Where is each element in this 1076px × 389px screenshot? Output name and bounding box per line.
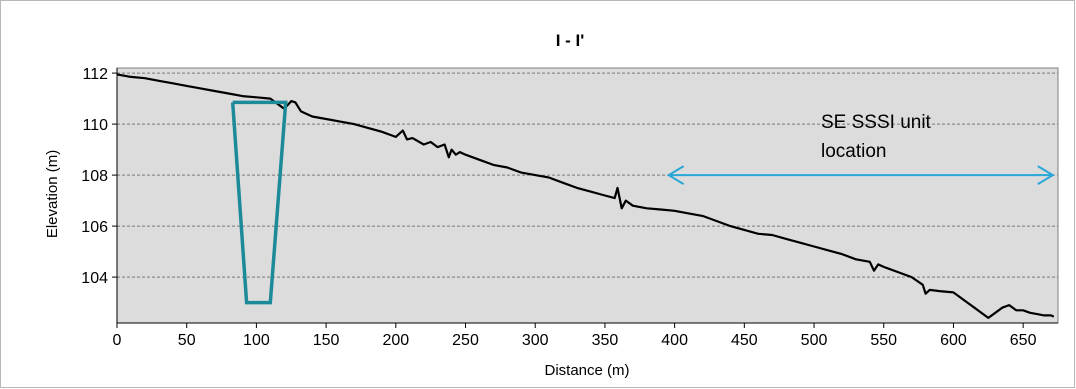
series-layer <box>116 73 1055 319</box>
x-tick-label: 600 <box>940 332 967 349</box>
x-tick-label: 500 <box>801 332 828 349</box>
arrow-head-right <box>1037 165 1055 185</box>
axes <box>116 67 1059 324</box>
y-tick-label: 106 <box>81 219 108 236</box>
x-tick-label: 450 <box>731 332 758 349</box>
annotation-text: location <box>821 141 887 162</box>
chart-title: I - I' <box>556 31 585 50</box>
x-tick-label: 200 <box>382 332 409 349</box>
x-tick-label: 550 <box>870 332 897 349</box>
x-tick-label: 650 <box>1010 332 1037 349</box>
elevation-profile-line <box>116 73 1055 319</box>
trench-layer <box>230 100 288 305</box>
y-ticks: 104 106 108 110 112 <box>81 66 117 287</box>
x-axis-title: Distance (m) <box>544 362 629 379</box>
x-tick-label: 150 <box>313 332 340 349</box>
y-axis-title: Elevation (m) <box>44 150 61 238</box>
y-tick-label: 108 <box>81 168 108 185</box>
x-tick-label: 100 <box>243 332 270 349</box>
x-tick-label: 350 <box>592 332 619 349</box>
y-tick-label: 110 <box>82 117 108 134</box>
x-tick-label: 300 <box>522 332 549 349</box>
annotation-layer: SE SSSI unit location <box>666 112 1055 185</box>
y-tick-label: 104 <box>81 270 108 287</box>
annotation-text: SE SSSI unit <box>821 112 932 133</box>
x-tick-label: 400 <box>661 332 688 349</box>
x-ticks: 0 50 100 150 200 250 300 350 400 450 500 550 600 650 <box>113 323 1037 349</box>
x-tick-label: 0 <box>113 332 122 349</box>
plot-area <box>117 68 1058 323</box>
x-tick-label: 250 <box>452 332 479 349</box>
arrow-head-left <box>666 165 685 185</box>
y-tick-label: 112 <box>82 66 108 83</box>
x-tick-label: 50 <box>178 332 196 349</box>
trench-outline <box>230 100 288 305</box>
